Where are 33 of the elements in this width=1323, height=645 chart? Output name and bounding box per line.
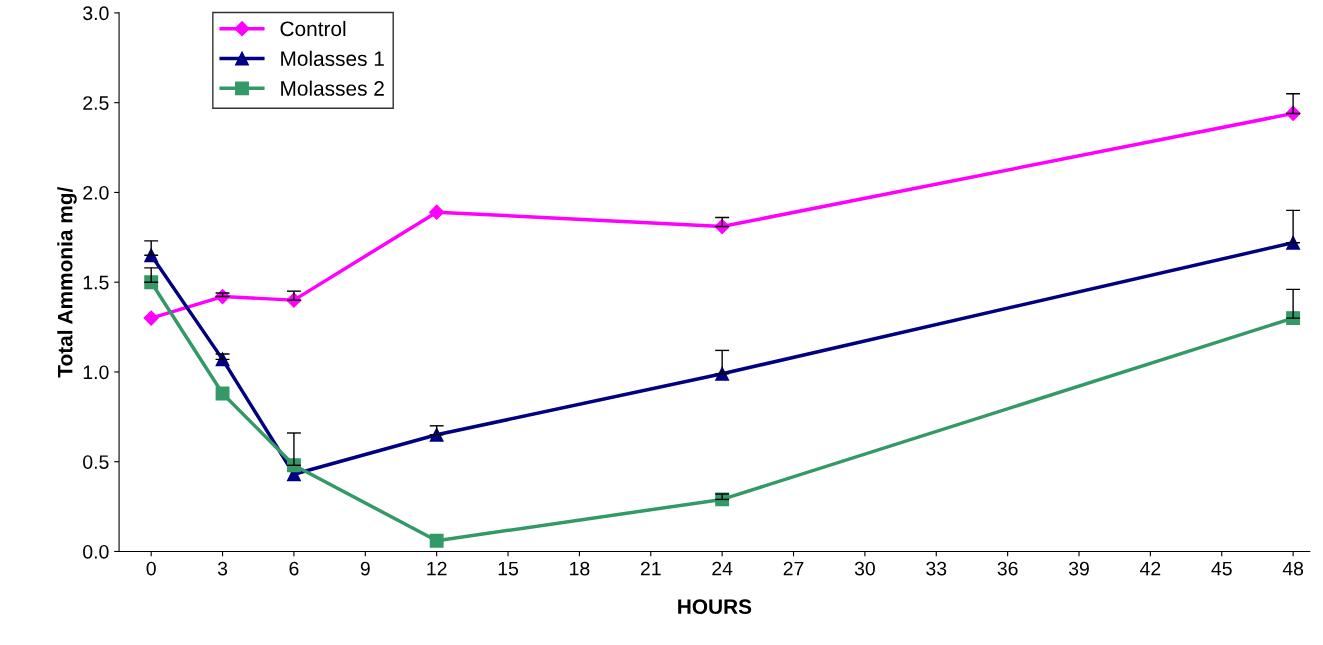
- x-tick-label: 3: [217, 561, 228, 576]
- x-tick-label: 27: [783, 561, 804, 576]
- x-tick-label: 45: [1211, 561, 1232, 576]
- x-tick-label: 18: [570, 561, 590, 576]
- y-tick-label: 1.5: [83, 275, 109, 290]
- y-axis-title: Total Ammonia mg/: [57, 186, 77, 378]
- y-tick-label: 2.5: [83, 96, 109, 110]
- y-tick-label: 0.0: [83, 544, 109, 559]
- x-tick-label: 24: [712, 561, 733, 576]
- x-tick-label: 15: [498, 561, 519, 576]
- legend-label: Molasses 2: [281, 80, 384, 96]
- point: [143, 310, 159, 326]
- x-tick-label: 30: [854, 561, 875, 576]
- x-tick-label: 42: [1140, 561, 1161, 576]
- y-tick-label: 3.0: [83, 6, 109, 21]
- point: [429, 533, 444, 548]
- point: [429, 204, 445, 220]
- x-tick-label: 39: [1068, 561, 1089, 576]
- x-tick-label: 48: [1282, 561, 1304, 576]
- legend-label: Control: [280, 20, 346, 37]
- x-tick-label: 33: [926, 561, 947, 576]
- x-tick-label: 9: [360, 561, 370, 576]
- x-tick-label: 12: [427, 561, 447, 576]
- y-tick-label: 1.0: [83, 365, 109, 380]
- y-tick-label: 0.5: [83, 455, 109, 469]
- x-tick-label: 6: [289, 561, 299, 576]
- x-tick-label: 21: [640, 561, 661, 576]
- x-tick-label: 0: [146, 561, 156, 576]
- point: [215, 386, 230, 401]
- legend-label: Molasses 1: [281, 50, 384, 67]
- x-tick-label: 36: [997, 561, 1018, 576]
- x-axis-title: HOURS: [678, 599, 752, 615]
- y-tick-label: 2.0: [83, 185, 109, 200]
